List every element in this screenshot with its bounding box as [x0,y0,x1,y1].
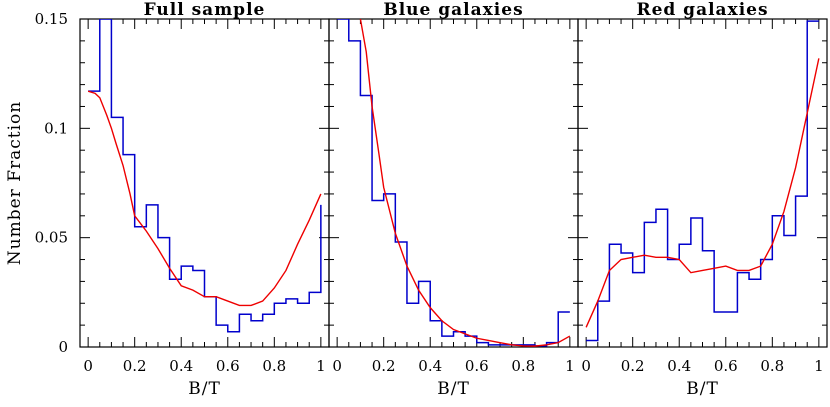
x-tick-label: 0.4 [169,357,193,375]
x-axis-label: B/T [188,379,221,399]
x-tick-label: 0.8 [511,357,535,375]
x-tick-label: 0.6 [465,357,489,375]
x-tick-label: 1 [565,357,575,375]
model-curve [87,90,322,307]
panel-1: 0 0.2 0.4 0.6 0.8 1 0 0.05 0.1 0.15 B/T Full sample [35,0,330,399]
y-tick-label: 0.15 [35,10,68,28]
panel-frame [79,18,330,348]
x-tick-label: 1 [814,357,824,375]
x-tick-label: 0.6 [216,357,240,375]
panel-title: Full sample [144,0,266,20]
histogram-line [88,19,322,333]
panel-frame [577,18,828,348]
panel-title: Red galaxies [636,0,768,20]
x-tick-label: 0 [581,357,591,375]
panel-2: 0 0.2 0.4 0.6 0.8 1 B/T Blue galaxies [328,0,579,399]
x-tick-label: 0.2 [621,357,645,375]
x-tick-label: 1 [316,357,326,375]
y-tick-label: 0.05 [35,229,68,247]
panel-3: 0 0.2 0.4 0.6 0.8 1 B/T Red galaxies [577,0,828,399]
x-tick-label: 0.8 [760,357,784,375]
histogram-line [337,19,570,347]
x-tick-label: 0.4 [418,357,442,375]
panel-frame [328,18,579,348]
y-axis-label: Number Fraction [5,101,25,265]
panel-title: Blue galaxies [383,0,523,20]
x-tick-label: 0.4 [667,357,691,375]
x-tick-label: 0.6 [714,357,738,375]
x-axis-label: B/T [686,379,719,399]
model-curve [359,19,571,347]
x-tick-label: 0 [332,357,342,375]
x-axis-label: B/T [437,379,470,399]
y-tick-label: 0 [58,338,68,356]
y-tick-label: 0.1 [44,119,68,137]
histogram-line [586,20,819,342]
x-tick-label: 0.8 [262,357,286,375]
x-tick-label: 0.2 [372,357,396,375]
x-tick-label: 0.2 [123,357,147,375]
model-curve [585,58,820,328]
x-tick-label: 0 [83,357,93,375]
